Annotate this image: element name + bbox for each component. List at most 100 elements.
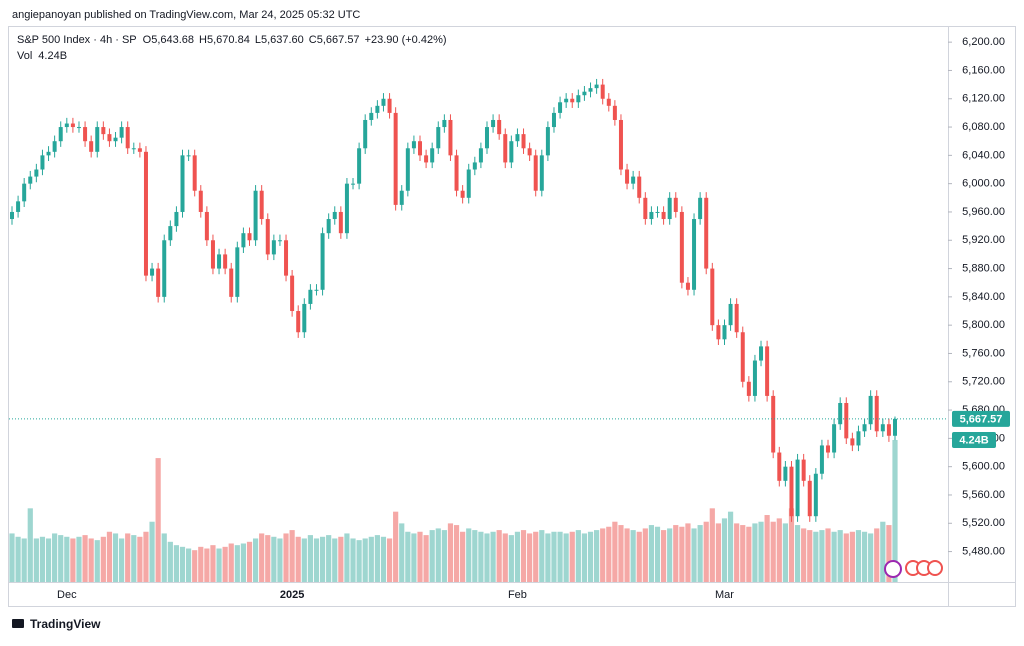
volume-bar [874, 528, 880, 582]
candle-body [156, 268, 161, 297]
candle-body [886, 424, 891, 436]
candle-body [832, 424, 837, 453]
candle-body [180, 155, 185, 212]
candle-body [430, 148, 435, 163]
volume-bar [691, 528, 697, 582]
candle-body [588, 88, 593, 92]
candle-body [308, 289, 313, 304]
volume-bar [618, 525, 624, 582]
candle-body [740, 332, 745, 382]
candle-body [95, 127, 100, 152]
candle-body [527, 148, 532, 156]
volume-bar [112, 533, 119, 582]
volume-bar [198, 546, 204, 582]
candle-body [692, 219, 697, 290]
candle-body [10, 211, 14, 220]
event-icon[interactable] [884, 560, 902, 578]
volume-bar [868, 533, 874, 582]
volume-bar [277, 538, 283, 582]
volume-bar [514, 531, 521, 582]
candle-body [612, 105, 617, 120]
y-tick-label: 5,760.00 [962, 347, 1005, 359]
candle-body [247, 233, 252, 241]
ohlc-value: 5,643.68 [151, 34, 194, 46]
candle-body [698, 197, 703, 220]
candle-body [150, 268, 155, 276]
volume-bar [295, 536, 301, 582]
volume-bar [429, 530, 435, 582]
volume-value: 4.24B [38, 50, 67, 62]
candle-body [819, 445, 824, 474]
candle-body [16, 201, 21, 212]
volume-bar [435, 528, 441, 582]
event-icons[interactable] [884, 560, 943, 578]
candle-body [600, 84, 605, 99]
volume-bar [642, 528, 648, 582]
candle-body [807, 480, 812, 517]
volume-bar [746, 526, 752, 582]
volume-bar [447, 523, 454, 582]
candle-body [631, 176, 636, 184]
candle-body [466, 169, 471, 198]
candle-body [46, 151, 51, 156]
volume-bar [173, 545, 180, 582]
event-icon[interactable] [927, 560, 943, 576]
volume-bar [82, 535, 88, 582]
volume-bar [155, 458, 161, 582]
candle-body [868, 395, 873, 425]
y-tick-label: 5,720.00 [962, 376, 1005, 388]
volume-bar [167, 541, 173, 582]
candle-body [192, 155, 197, 191]
candle-body [393, 112, 398, 205]
volume-bar [149, 521, 155, 582]
candle-body [728, 303, 733, 326]
volume-bar [52, 533, 58, 582]
volume-bar [654, 526, 661, 582]
volume-bar [855, 530, 862, 582]
volume-bar [228, 543, 234, 582]
volume-bar [539, 530, 545, 582]
volume-bar [289, 530, 295, 582]
volume-bar [313, 538, 320, 582]
y-tick-label: 6,120.00 [962, 93, 1005, 105]
chart-frame [8, 26, 1016, 607]
candle-body [52, 141, 57, 152]
candle-body [667, 197, 672, 220]
candle-body [710, 268, 715, 326]
candle-body [58, 127, 63, 142]
candle-body [436, 127, 441, 149]
volume-bar [478, 531, 484, 582]
candle-body [70, 123, 75, 128]
candle-body [229, 268, 234, 297]
candle-body [582, 91, 587, 96]
candle-body [28, 176, 33, 184]
candle-body [344, 183, 349, 234]
candle-body [704, 197, 709, 269]
volume-bar [484, 533, 490, 582]
candle-body [795, 459, 800, 517]
volume-bar [527, 533, 533, 582]
symbol-title: S&P 500 Index · 4h · SP [17, 34, 137, 46]
y-tick-label: 5,600.00 [962, 461, 1005, 473]
y-tick-label: 5,560.00 [962, 489, 1005, 501]
volume-bar [819, 530, 825, 582]
candle-body [826, 445, 831, 453]
candle-body [454, 155, 459, 191]
candle-body [478, 148, 483, 163]
volume-bar [100, 536, 106, 582]
candle-body [113, 137, 118, 142]
volume-bar [807, 530, 813, 582]
volume-bar [45, 538, 52, 582]
candle-body [734, 303, 739, 333]
candle-body [625, 169, 630, 184]
ohlc-value: 5,637.60 [261, 34, 304, 46]
volume-bar [265, 535, 271, 582]
y-tick-label: 5,920.00 [962, 234, 1005, 246]
candle-body [284, 240, 289, 276]
candle-body [484, 127, 489, 149]
volume-bar [831, 531, 837, 582]
volume-bar [131, 535, 137, 582]
volume-bar [794, 525, 801, 582]
candle-body [874, 395, 879, 432]
volume-bar [715, 523, 721, 582]
